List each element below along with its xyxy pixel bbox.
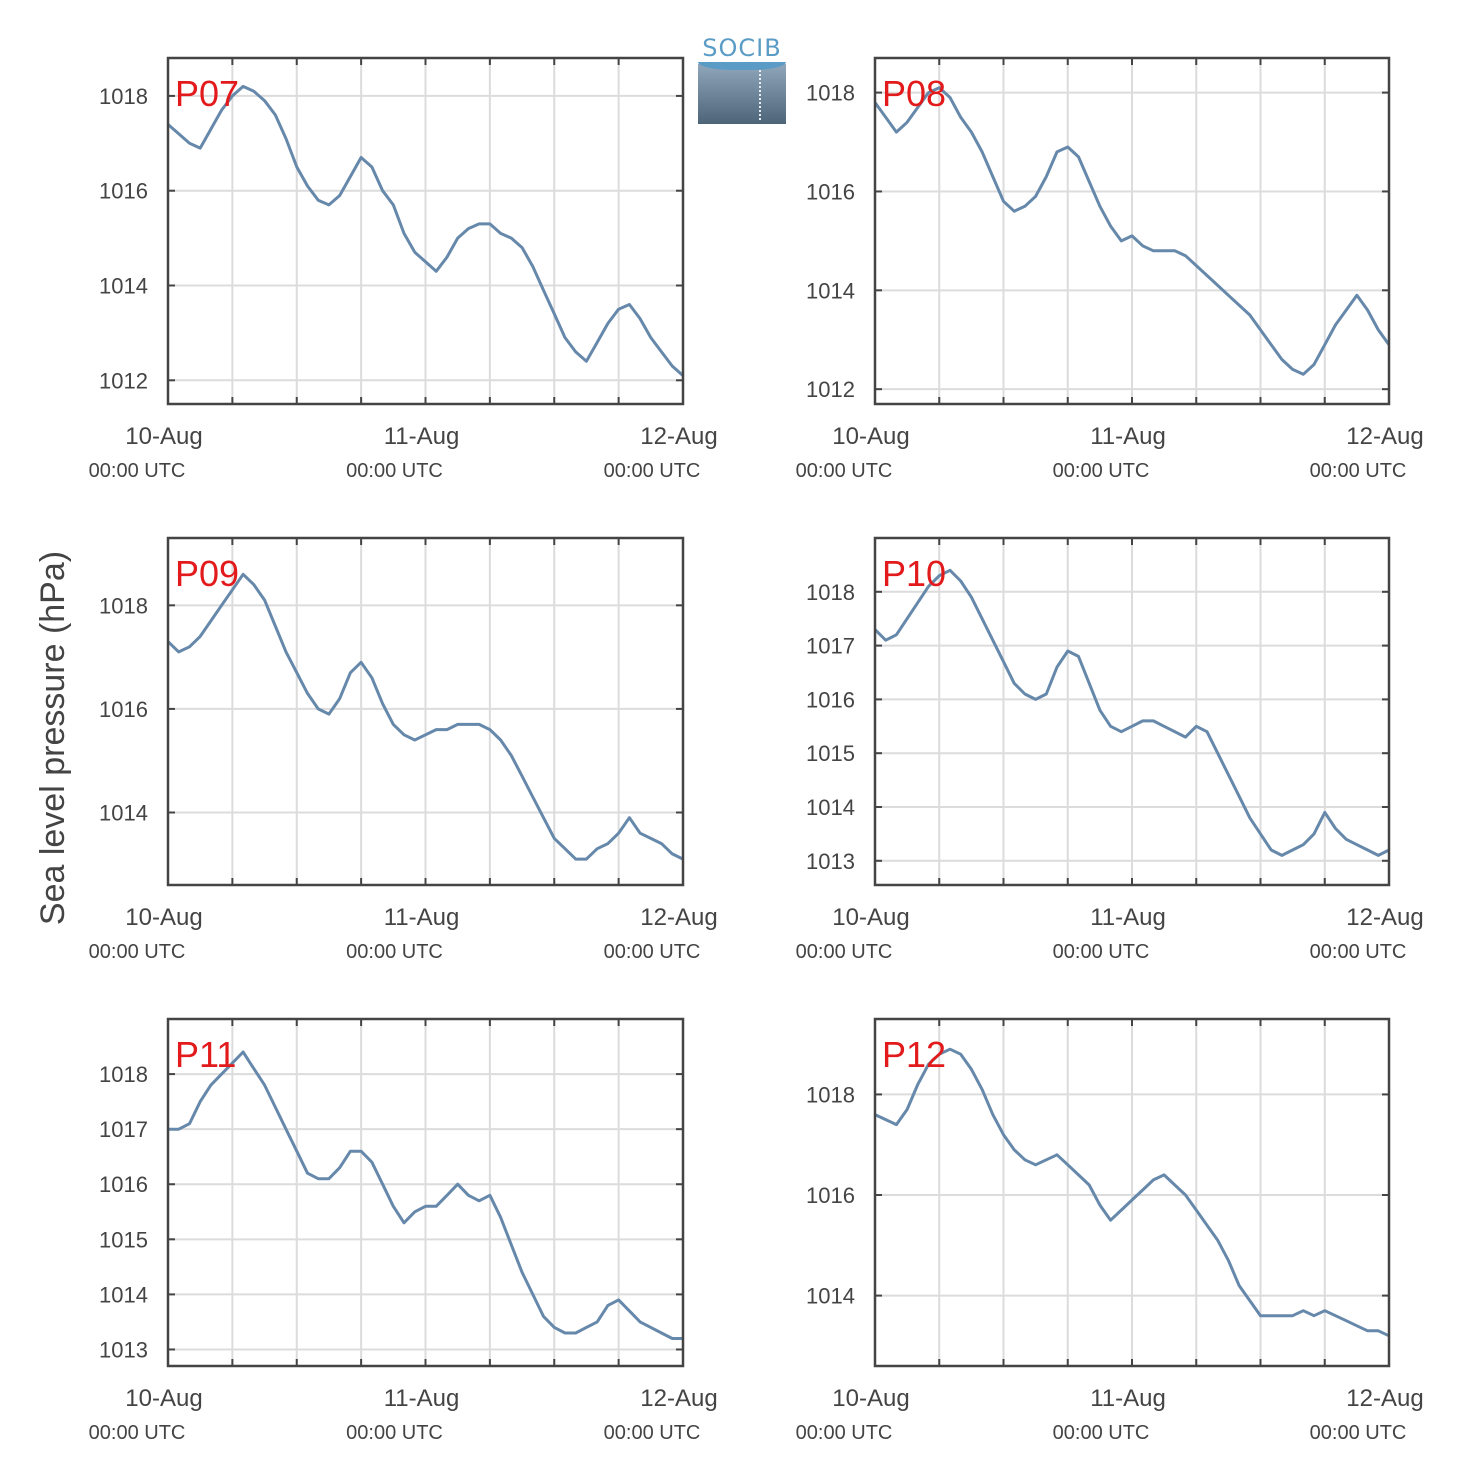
y-tick-label: 1014 [99, 1282, 148, 1307]
panel-label: P11 [175, 1034, 236, 1075]
x-tick-label: 11-Aug [1090, 1385, 1166, 1412]
x-tick-label: 12-Aug [1346, 423, 1423, 450]
x-tick-label: 10-Aug [832, 423, 909, 450]
panel-frame [873, 536, 1391, 887]
panel-frame [166, 1017, 685, 1368]
x-tick-sublabel: 00:00 UTC [89, 1422, 186, 1444]
x-tick-sublabel: 00:00 UTC [1310, 1422, 1407, 1444]
y-tick-label: 1014 [806, 795, 855, 820]
x-tick-sublabel: 00:00 UTC [346, 460, 443, 482]
y-tick-label: 1018 [806, 81, 855, 106]
panel-p10: 1013 1014 1015 1016 1017 1018 10-Aug 00:00 UTC 1… [796, 536, 1424, 963]
x-tick-label: 12-Aug [1346, 904, 1423, 931]
x-tick-label: 10-Aug [832, 1385, 909, 1412]
panel-label: P10 [882, 553, 946, 594]
x-tick-sublabel: 00:00 UTC [796, 460, 893, 482]
y-tick-label: 1014 [806, 1284, 855, 1309]
panel-frame [166, 536, 685, 887]
x-tick-label: 11-Aug [384, 904, 460, 931]
y-tick-label: 1012 [806, 377, 855, 402]
panel-frame [166, 56, 685, 406]
socib-logo: SOCIB [697, 34, 787, 126]
y-axis-label: Sea level pressure (hPa) [34, 551, 72, 925]
x-tick-sublabel: 00:00 UTC [1053, 1422, 1150, 1444]
y-tick-label: 1018 [806, 580, 855, 605]
x-tick-sublabel: 00:00 UTC [604, 941, 701, 963]
series-line [168, 1050, 683, 1340]
panel-p12: 1014 1016 1018 10-Aug 00:00 UTC 11-Aug 00:00 U… [796, 1017, 1424, 1444]
x-tick-label: 12-Aug [640, 423, 717, 450]
y-tick-label: 1016 [806, 687, 855, 712]
x-tick-label: 10-Aug [832, 904, 909, 931]
panel-frame [873, 56, 1391, 406]
logo-text: SOCIB [702, 34, 782, 62]
y-tick-label: 1014 [99, 800, 148, 825]
panel-label: P07 [175, 73, 239, 114]
y-tick-label: 1016 [99, 697, 148, 722]
x-tick-sublabel: 00:00 UTC [1310, 460, 1407, 482]
x-tick-sublabel: 00:00 UTC [796, 1422, 893, 1444]
x-tick-label: 11-Aug [384, 1385, 460, 1412]
panel-label: P09 [175, 553, 239, 594]
x-tick-sublabel: 00:00 UTC [1053, 460, 1150, 482]
x-tick-sublabel: 00:00 UTC [1053, 941, 1150, 963]
y-tick-label: 1015 [806, 741, 855, 766]
x-tick-label: 12-Aug [1346, 1385, 1423, 1412]
x-tick-label: 10-Aug [125, 423, 202, 450]
y-axis-label-text: Sea level pressure (hPa) [34, 551, 72, 925]
y-tick-label: 1017 [99, 1117, 148, 1142]
y-tick-label: 1017 [806, 634, 855, 659]
y-tick-label: 1016 [99, 1172, 148, 1197]
y-tick-label: 1018 [806, 1082, 855, 1107]
logo-pole [759, 70, 761, 120]
x-tick-label: 11-Aug [1090, 423, 1166, 450]
x-tick-label: 12-Aug [640, 904, 717, 931]
y-tick-label: 1013 [806, 849, 855, 874]
panel-label: P12 [882, 1034, 946, 1075]
x-tick-sublabel: 00:00 UTC [89, 941, 186, 963]
x-tick-label: 10-Aug [125, 904, 202, 931]
x-tick-label: 11-Aug [1090, 904, 1166, 931]
y-tick-label: 1018 [99, 1062, 148, 1087]
y-tick-label: 1015 [99, 1227, 148, 1252]
x-tick-sublabel: 00:00 UTC [89, 460, 186, 482]
x-tick-label: 11-Aug [384, 423, 460, 450]
y-tick-label: 1014 [806, 278, 855, 303]
logo-wave [698, 62, 786, 70]
x-tick-sublabel: 00:00 UTC [604, 460, 701, 482]
y-tick-label: 1014 [99, 274, 148, 299]
x-tick-sublabel: 00:00 UTC [604, 1422, 701, 1444]
panel-label: P08 [882, 73, 946, 114]
y-tick-label: 1016 [806, 179, 855, 204]
x-tick-label: 10-Aug [125, 1385, 202, 1412]
panel-p11: 1013 1014 1015 1016 1017 1018 10-Aug 00:00 UTC 1… [89, 1017, 718, 1444]
y-tick-label: 1016 [806, 1183, 855, 1208]
y-tick-label: 1018 [99, 593, 148, 618]
panel-frame [873, 1017, 1391, 1368]
series-line [874, 1047, 1390, 1338]
logo-block [698, 64, 786, 124]
panel-p09: 1014 1016 1018 10-Aug 00:00 UTC 11-Aug 00:00 U… [89, 536, 718, 963]
y-tick-label: 1012 [99, 368, 148, 393]
x-tick-label: 12-Aug [640, 1385, 717, 1412]
x-tick-sublabel: 00:00 UTC [796, 941, 893, 963]
x-tick-sublabel: 00:00 UTC [346, 941, 443, 963]
panel-p07: 1012 1014 1016 1018 10-Aug 00:00 UTC 11-Aug 00:… [89, 56, 718, 482]
y-tick-label: 1016 [99, 179, 148, 204]
panel-p08: 1012 1014 1016 1018 10-Aug 00:00 UTC 11-Aug 00:… [796, 56, 1424, 482]
y-tick-label: 1013 [99, 1337, 148, 1362]
series-line [873, 86, 1391, 376]
y-tick-label: 1018 [99, 84, 148, 109]
x-tick-sublabel: 00:00 UTC [346, 1422, 443, 1444]
x-tick-sublabel: 00:00 UTC [1310, 941, 1407, 963]
